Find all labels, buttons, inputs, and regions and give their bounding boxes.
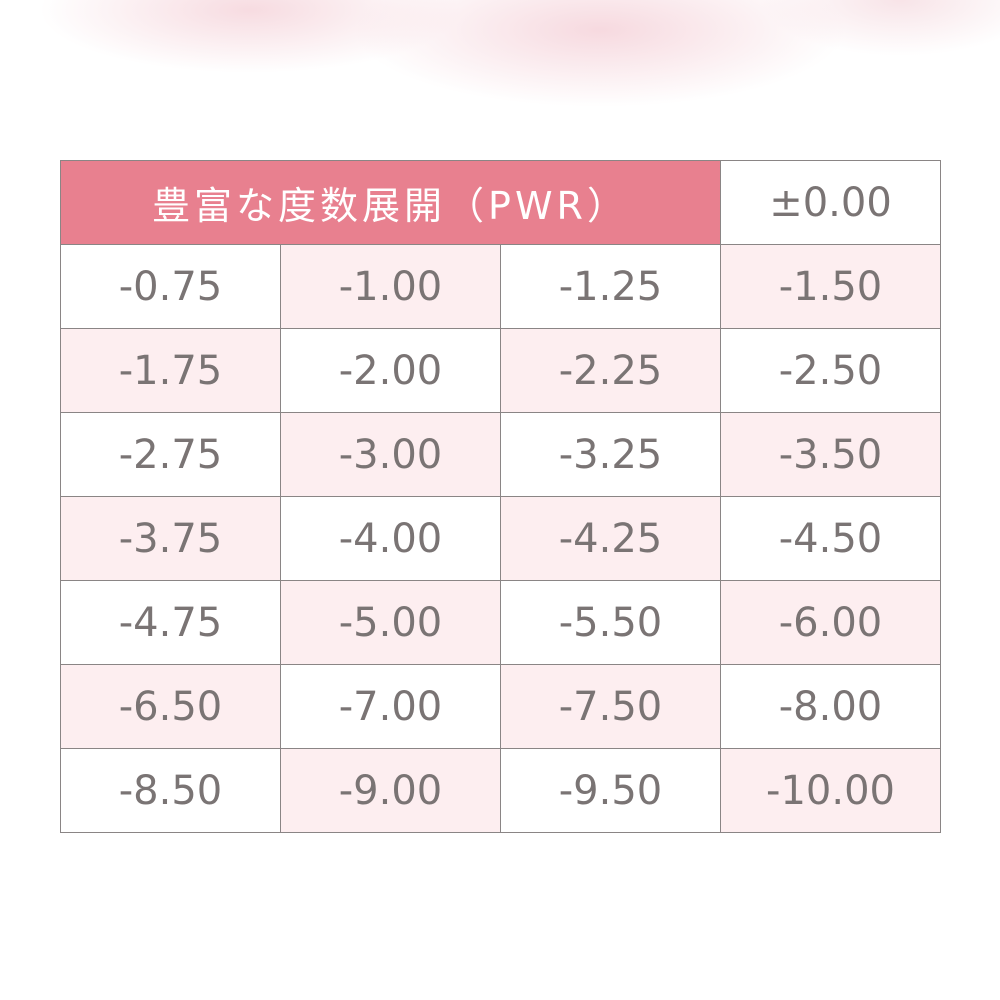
- power-cell: -9.00: [280, 748, 501, 833]
- power-cell: -4.50: [720, 496, 941, 581]
- power-cell: -1.25: [500, 244, 721, 329]
- power-cell: -1.00: [280, 244, 501, 329]
- table-row: -8.50 -9.00 -9.50 -10.00: [60, 748, 941, 833]
- power-cell: -0.75: [60, 244, 281, 329]
- power-cell: -3.50: [720, 412, 941, 497]
- power-cell: -5.00: [280, 580, 501, 665]
- power-cell: -9.50: [500, 748, 721, 833]
- power-cell: -3.75: [60, 496, 281, 581]
- table-row: -2.75 -3.00 -3.25 -3.50: [60, 412, 941, 497]
- power-cell: -6.50: [60, 664, 281, 749]
- power-cell: -3.00: [280, 412, 501, 497]
- power-cell: ±0.00: [720, 160, 941, 245]
- header-row: 豊富な度数展開（PWR） ±0.00: [60, 160, 941, 245]
- table-row: -1.75 -2.00 -2.25 -2.50: [60, 328, 941, 413]
- table-row: -4.75 -5.00 -5.50 -6.00: [60, 580, 941, 665]
- power-cell: -4.00: [280, 496, 501, 581]
- power-cell: -2.75: [60, 412, 281, 497]
- power-cell: -2.00: [280, 328, 501, 413]
- power-cell: -2.25: [500, 328, 721, 413]
- table-row: -6.50 -7.00 -7.50 -8.00: [60, 664, 941, 749]
- power-cell: -5.50: [500, 580, 721, 665]
- power-cell: -7.50: [500, 664, 721, 749]
- watercolor-bottom: [0, 840, 1000, 1000]
- power-cell: -10.00: [720, 748, 941, 833]
- power-cell: -4.75: [60, 580, 281, 665]
- table-title: 豊富な度数展開（PWR）: [60, 160, 721, 245]
- power-cell: -7.00: [280, 664, 501, 749]
- power-table: 豊富な度数展開（PWR） ±0.00 -0.75 -1.00 -1.25 -1.50-…: [60, 160, 941, 833]
- power-cell: -1.50: [720, 244, 941, 329]
- table-row: -0.75 -1.00 -1.25 -1.50: [60, 244, 941, 329]
- power-cell: -2.50: [720, 328, 941, 413]
- power-cell: -6.00: [720, 580, 941, 665]
- power-cell: -4.25: [500, 496, 721, 581]
- watercolor-top: [0, 0, 1000, 160]
- power-cell: -8.50: [60, 748, 281, 833]
- power-cell: -3.25: [500, 412, 721, 497]
- table-row: -3.75 -4.00 -4.25 -4.50: [60, 496, 941, 581]
- power-cell: -1.75: [60, 328, 281, 413]
- power-cell: -8.00: [720, 664, 941, 749]
